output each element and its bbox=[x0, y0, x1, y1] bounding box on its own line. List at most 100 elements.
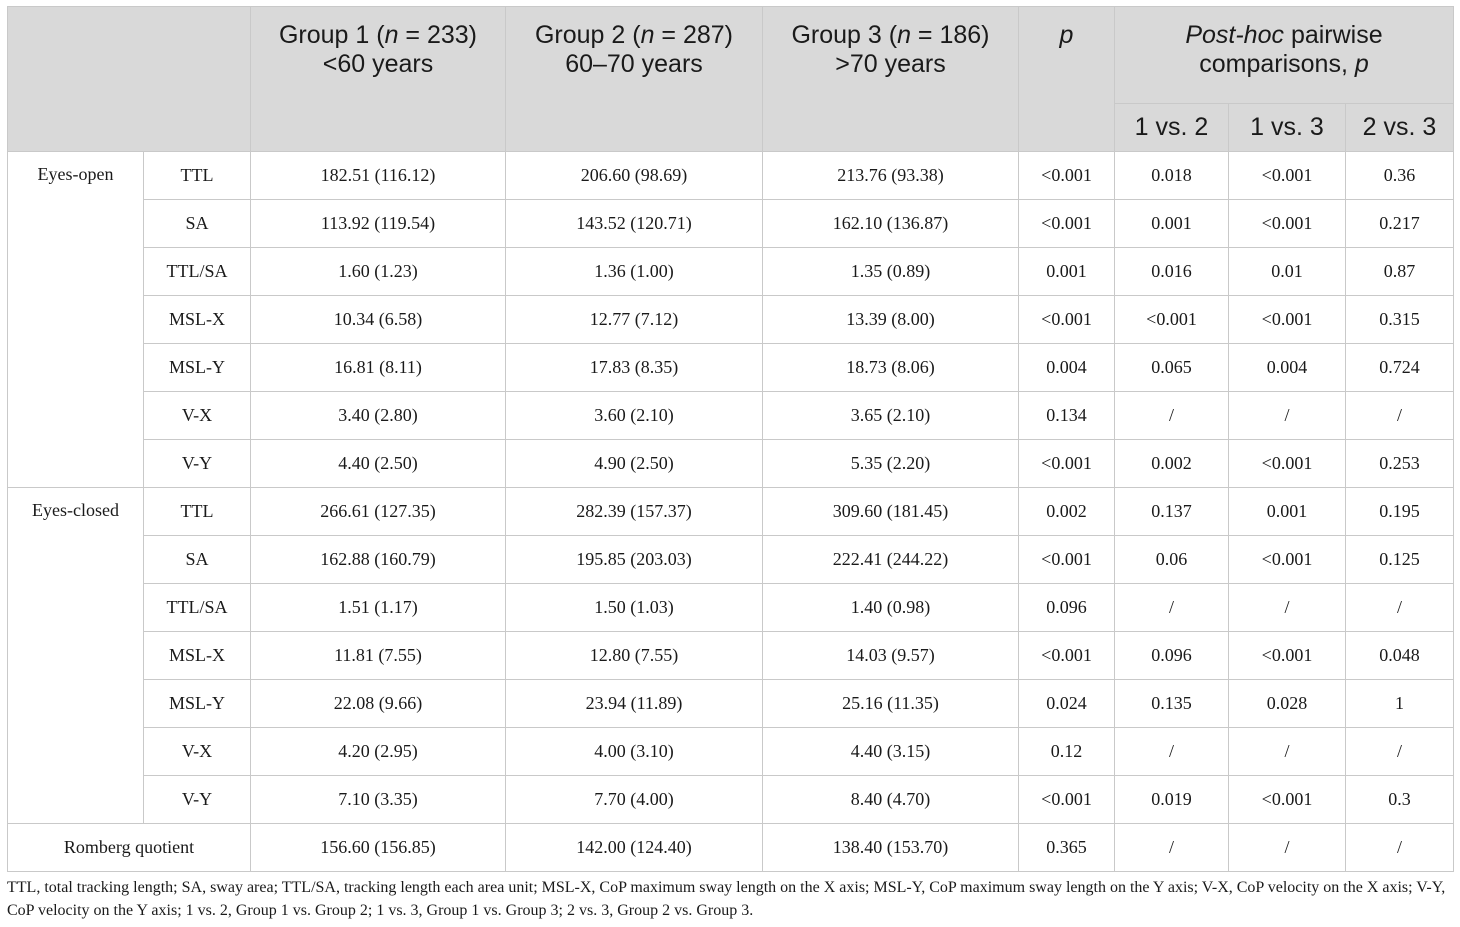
posthoc-2v3-cell: 0.217 bbox=[1345, 199, 1454, 248]
group3-cell: 213.76 (93.38) bbox=[762, 151, 1019, 200]
measure-cell: MSL-Y bbox=[143, 343, 251, 392]
p-value-cell: <0.001 bbox=[1018, 439, 1115, 488]
group1-cell: 10.34 (6.58) bbox=[250, 295, 506, 344]
posthoc-1v2-cell: 0.135 bbox=[1114, 679, 1229, 728]
posthoc-2v3-cell: 0.253 bbox=[1345, 439, 1454, 488]
table-row: V-X 4.20 (2.95) 4.00 (3.10) 4.40 (3.15) 0.12… bbox=[8, 727, 1454, 776]
group2-cell: 12.80 (7.55) bbox=[505, 631, 763, 680]
p-value-cell: 0.12 bbox=[1018, 727, 1115, 776]
group1-cell: 182.51 (116.12) bbox=[250, 151, 506, 200]
p-value-cell: <0.001 bbox=[1018, 535, 1115, 584]
header-posthoc-italic: Post-hoc bbox=[1185, 21, 1284, 49]
group1-cell: 1.51 (1.17) bbox=[250, 583, 506, 632]
posthoc-1v3-cell: 0.004 bbox=[1228, 343, 1346, 392]
header-group1-age: <60 years bbox=[322, 50, 434, 78]
posthoc-1v3-cell: <0.001 bbox=[1228, 199, 1346, 248]
header-corner-cell bbox=[7, 6, 251, 152]
header-group1-suffix: = 233) bbox=[398, 21, 478, 49]
posthoc-1v2-cell: 0.001 bbox=[1114, 199, 1229, 248]
p-value-cell: 0.001 bbox=[1018, 247, 1115, 296]
posthoc-2v3-cell: / bbox=[1345, 583, 1454, 632]
posthoc-1v3-cell: / bbox=[1228, 727, 1346, 776]
measure-cell: V-X bbox=[143, 391, 251, 440]
group3-cell: 3.65 (2.10) bbox=[762, 391, 1019, 440]
header-group3-n: n bbox=[897, 21, 911, 49]
p-value-cell: 0.004 bbox=[1018, 343, 1115, 392]
group2-cell: 195.85 (203.03) bbox=[505, 535, 763, 584]
header-group2-prefix: Group 2 ( bbox=[534, 21, 641, 49]
table-row: Eyes-open TTL 182.51 (116.12) 206.60 (98.69… bbox=[7, 151, 1454, 488]
posthoc-1v2-cell: 0.137 bbox=[1114, 487, 1229, 536]
measure-cell: V-Y bbox=[143, 775, 251, 824]
header-posthoc-p: p bbox=[1354, 50, 1369, 78]
group1-cell: 16.81 (8.11) bbox=[250, 343, 506, 392]
table-row: Eyes-closed TTL 266.61 (127.35) 282.39 (157… bbox=[7, 487, 1454, 824]
table-footnote: TTL, total tracking length; SA, sway are… bbox=[7, 879, 1446, 919]
group3-cell: 162.10 (136.87) bbox=[762, 199, 1019, 248]
header-sub-1v2: 1 vs. 2 bbox=[1114, 103, 1229, 152]
group2-cell: 12.77 (7.12) bbox=[505, 295, 763, 344]
posthoc-1v2-cell: 0.065 bbox=[1114, 343, 1229, 392]
posthoc-2v3-cell: 0.36 bbox=[1345, 151, 1454, 200]
header-posthoc-line2: comparisons, bbox=[1199, 50, 1355, 78]
table-body: Eyes-open TTL 182.51 (116.12) 206.60 (98.69… bbox=[7, 151, 1454, 872]
posthoc-2v3-cell: 0.048 bbox=[1345, 631, 1454, 680]
group1-cell: 3.40 (2.80) bbox=[250, 391, 506, 440]
posthoc-1v2-cell: / bbox=[1114, 823, 1229, 872]
posthoc-1v3-cell: <0.001 bbox=[1228, 535, 1346, 584]
p-value-cell: <0.001 bbox=[1018, 631, 1115, 680]
header-group2: Group 2 (n = 287) 60–70 years bbox=[505, 6, 763, 152]
group2-cell: 143.52 (120.71) bbox=[505, 199, 763, 248]
group3-cell: 138.40 (153.70) bbox=[762, 823, 1019, 872]
header-group3-age: >70 years bbox=[835, 50, 946, 78]
posthoc-2v3-cell: / bbox=[1345, 823, 1454, 872]
header-group1-n: n bbox=[384, 21, 399, 49]
posthoc-1v2-cell: / bbox=[1114, 391, 1229, 440]
posthoc-1v3-cell: <0.001 bbox=[1228, 151, 1346, 200]
posthoc-2v3-cell: 0.3 bbox=[1345, 775, 1454, 824]
group2-cell: 3.60 (2.10) bbox=[505, 391, 763, 440]
header-group2-n: n bbox=[640, 21, 655, 49]
table-row: MSL-X 11.81 (7.55) 12.80 (7.55) 14.03 (9.57… bbox=[8, 631, 1454, 680]
header-p: p bbox=[1018, 6, 1115, 152]
header-sub-2v3: 2 vs. 3 bbox=[1345, 103, 1454, 152]
header-posthoc-rest: pairwise bbox=[1284, 21, 1383, 49]
table-row: MSL-Y 16.81 (8.11) 17.83 (8.35) 18.73 (8.06… bbox=[8, 343, 1454, 392]
header-sub-1v3: 1 vs. 3 bbox=[1228, 103, 1346, 152]
group1-cell: 22.08 (9.66) bbox=[250, 679, 506, 728]
section-label: Eyes-open bbox=[7, 151, 144, 488]
posthoc-1v3-cell: <0.001 bbox=[1228, 439, 1346, 488]
posthoc-2v3-cell: / bbox=[1345, 727, 1454, 776]
p-value-cell: 0.134 bbox=[1018, 391, 1115, 440]
group3-cell: 309.60 (181.45) bbox=[762, 487, 1019, 536]
group1-cell: 11.81 (7.55) bbox=[250, 631, 506, 680]
posthoc-2v3-cell: 0.315 bbox=[1345, 295, 1454, 344]
group3-cell: 25.16 (11.35) bbox=[762, 679, 1019, 728]
p-value-cell: <0.001 bbox=[1018, 295, 1115, 344]
measure-cell: MSL-X bbox=[143, 295, 251, 344]
table-row: MSL-Y 22.08 (9.66) 23.94 (11.89) 25.16 (11.… bbox=[8, 679, 1454, 728]
posthoc-1v2-cell: 0.016 bbox=[1114, 247, 1229, 296]
romberg-label-cell: Romberg quotient bbox=[7, 823, 251, 872]
posthoc-1v2-cell: 0.06 bbox=[1114, 535, 1229, 584]
table-row: SA 113.92 (119.54) 143.52 (120.71) 162.10 (… bbox=[8, 199, 1454, 248]
posthoc-1v3-cell: 0.001 bbox=[1228, 487, 1346, 536]
group3-cell: 1.40 (0.98) bbox=[762, 583, 1019, 632]
header-group2-suffix: = 287) bbox=[654, 21, 734, 49]
header-group3-prefix: Group 3 ( bbox=[791, 21, 898, 49]
group3-cell: 18.73 (8.06) bbox=[762, 343, 1019, 392]
measure-cell: TTL/SA bbox=[143, 583, 251, 632]
group3-cell: 222.41 (244.22) bbox=[762, 535, 1019, 584]
measure-cell: TTL bbox=[143, 487, 251, 536]
group1-cell: 266.61 (127.35) bbox=[250, 487, 506, 536]
measure-cell: V-Y bbox=[143, 439, 251, 488]
header-group1: Group 1 (n = 233) <60 years bbox=[250, 6, 506, 152]
p-value-cell: <0.001 bbox=[1018, 151, 1115, 200]
posthoc-2v3-cell: 0.125 bbox=[1345, 535, 1454, 584]
table-row: TTL/SA 1.60 (1.23) 1.36 (1.00) 1.35 (0.89) 0… bbox=[8, 247, 1454, 296]
group2-cell: 206.60 (98.69) bbox=[505, 151, 763, 200]
posthoc-2v3-cell: / bbox=[1345, 391, 1454, 440]
measure-cell: TTL/SA bbox=[143, 247, 251, 296]
group3-cell: 8.40 (4.70) bbox=[762, 775, 1019, 824]
group2-cell: 282.39 (157.37) bbox=[505, 487, 763, 536]
